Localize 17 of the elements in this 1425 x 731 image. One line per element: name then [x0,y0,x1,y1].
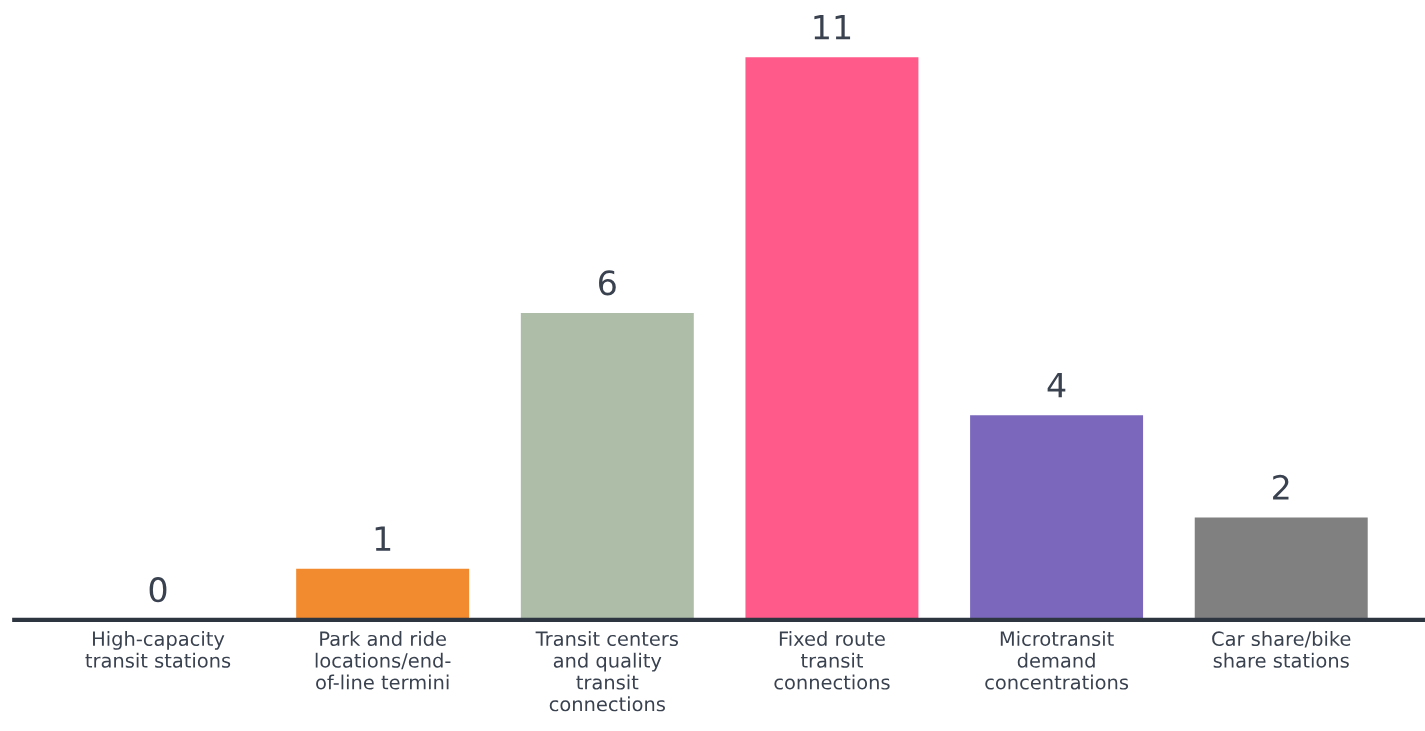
bar [970,415,1144,620]
x-tick-label: Microtransit demand concentrations [985,631,1129,690]
bar [745,57,919,620]
x-tick-label: Fixed route transit connections [774,631,890,690]
bar [1194,517,1368,620]
x-tick-label: Transit centers and quality transit connections [535,631,678,712]
data-label: 4 [1047,372,1066,398]
data-label: 1 [375,526,391,551]
bar [520,313,694,620]
x-tick-label: High-capacity transit stations [85,631,231,668]
data-label: 2 [1273,474,1289,500]
data-label: 0 [149,577,167,603]
data-label: 11 [814,14,851,40]
data-label: 6 [599,270,616,296]
bar [296,568,470,620]
x-tick-label: Park and ride locations/end- of-line termini [315,631,451,690]
x-tick-label: Car share/bike share stations [1212,631,1351,668]
